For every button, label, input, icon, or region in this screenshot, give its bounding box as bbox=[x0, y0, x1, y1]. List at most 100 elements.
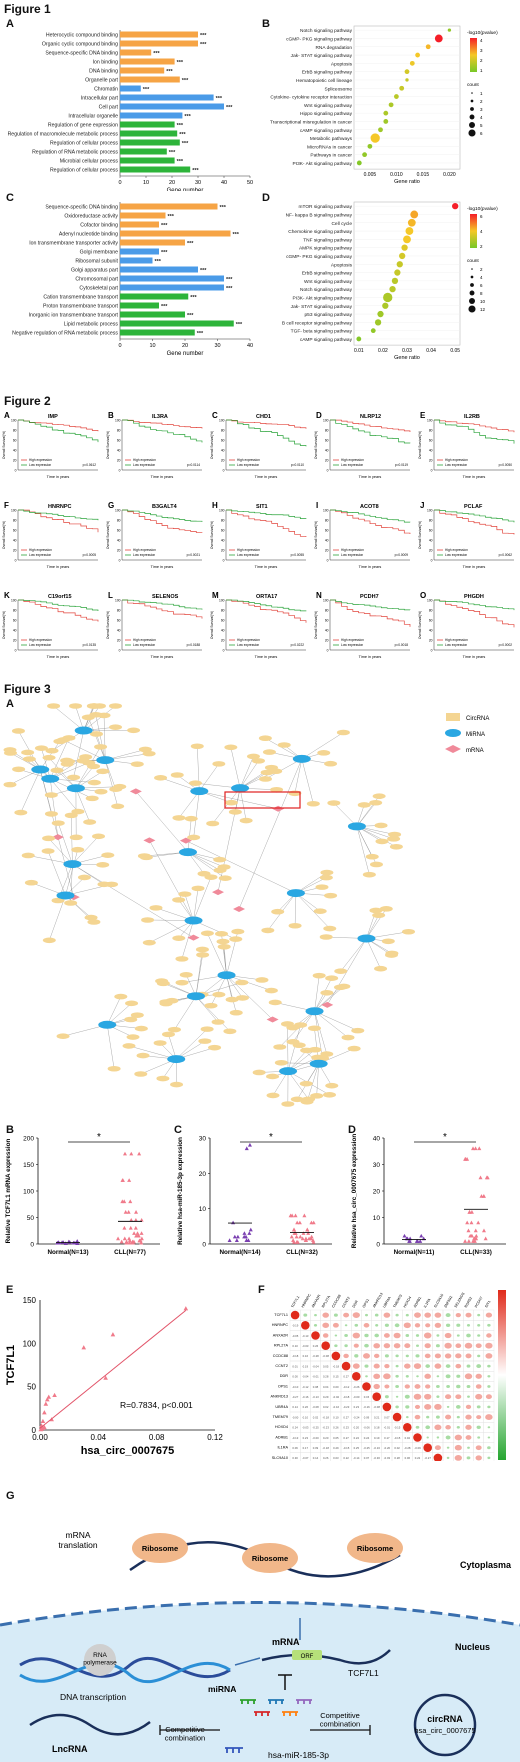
x-axis-label: Time in years bbox=[463, 475, 486, 479]
circrna-node bbox=[324, 760, 338, 767]
network-edge bbox=[107, 1003, 132, 1025]
survival-curve bbox=[18, 599, 99, 622]
significance-stars: *** bbox=[161, 223, 168, 229]
y-tick-label: 0 bbox=[202, 1242, 206, 1249]
correlation-value: 0.09 bbox=[364, 1415, 370, 1419]
correlation-dot bbox=[395, 1384, 399, 1389]
y-axis-label: Relative hsa-miR-185-3p expression bbox=[177, 1137, 184, 1245]
label-competitive-1: combination bbox=[165, 1734, 205, 1743]
y-tick-label: 20 bbox=[221, 549, 225, 553]
correlation-value: 0.24 bbox=[292, 1426, 298, 1430]
circrna-node bbox=[96, 768, 110, 775]
correlation-value: -0.10 bbox=[292, 1385, 299, 1389]
enrichment-dot bbox=[391, 277, 399, 284]
significance-stars: *** bbox=[182, 78, 189, 84]
correlation-dot bbox=[354, 1323, 359, 1327]
correlation-dot bbox=[365, 1375, 368, 1378]
correlation-dot bbox=[475, 1384, 482, 1389]
correlation-dot bbox=[487, 1456, 491, 1460]
inhibition-arrow-lncrna bbox=[159, 1725, 220, 1735]
survival-curve bbox=[122, 419, 203, 443]
y-tick-label: 100 bbox=[23, 1339, 37, 1348]
correlation-dot bbox=[413, 1393, 422, 1400]
network-edge bbox=[272, 1071, 289, 1096]
correlation-dot bbox=[424, 1404, 432, 1410]
y-axis-label: Overall Survival(%) bbox=[314, 521, 318, 549]
enrichment-dot bbox=[370, 133, 380, 143]
fig1-panel-d-dot-plot: mTOR signaling pathway NF- kappa B signal… bbox=[282, 201, 498, 361]
correlation-dot bbox=[426, 1415, 430, 1419]
tick-label: 0.005 bbox=[364, 172, 377, 178]
cll-point bbox=[466, 1228, 471, 1233]
correlation-dot bbox=[405, 1405, 410, 1409]
network-edge bbox=[195, 996, 231, 1032]
correlation-dot bbox=[475, 1455, 482, 1461]
circrna-node bbox=[223, 1028, 237, 1035]
correlation-dot bbox=[487, 1385, 491, 1388]
x-tick-label: 0.08 bbox=[149, 1433, 165, 1442]
y-tick-label: 0 bbox=[15, 649, 17, 653]
y-tick-label: 100 bbox=[11, 509, 17, 513]
row-gene-label: TMEM79 bbox=[273, 1415, 288, 1419]
correlation-dot bbox=[445, 1323, 451, 1328]
circrna-node bbox=[204, 1002, 218, 1009]
pathway-label: B cell receptor signaling pathway bbox=[282, 320, 353, 326]
cll-point bbox=[120, 1178, 125, 1182]
significance-stars: *** bbox=[187, 241, 194, 247]
orf-box bbox=[292, 1650, 322, 1660]
fig3-panel-b-letter: B bbox=[6, 1124, 14, 1136]
circrna-node bbox=[87, 703, 101, 709]
km-panel-letter: K bbox=[4, 591, 10, 600]
bar bbox=[120, 49, 152, 56]
cll-point bbox=[132, 1231, 137, 1235]
network-edge bbox=[239, 788, 247, 821]
bar-label: Cation transmembrane transport bbox=[43, 295, 118, 301]
bar-label: Cofactor binding bbox=[80, 223, 118, 229]
bar-label: Organic cyclic compound binding bbox=[42, 42, 118, 48]
count-label: 5 bbox=[480, 123, 483, 128]
mrna-node bbox=[212, 889, 225, 896]
y-axis-label: Overall Survival(%) bbox=[314, 431, 318, 459]
fig1-panel-d-letter: D bbox=[262, 192, 270, 204]
bar bbox=[120, 248, 159, 255]
correlation-dot bbox=[435, 1415, 440, 1419]
color-tick: 6 bbox=[480, 214, 483, 219]
cll-point bbox=[303, 1236, 308, 1241]
correlation-value: 0.15 bbox=[333, 1375, 339, 1379]
survival-curve bbox=[18, 599, 99, 612]
network-edge bbox=[287, 1024, 301, 1072]
y-tick-label: 20 bbox=[117, 459, 121, 463]
y-axis-label: Overall Survival(%) bbox=[418, 431, 422, 459]
significance-stars: *** bbox=[220, 205, 227, 211]
enrichment-dot bbox=[425, 44, 431, 50]
row-gene-label: HOXD4 bbox=[275, 1425, 288, 1429]
count-label: 10 bbox=[480, 299, 486, 304]
color-tick: 2 bbox=[480, 244, 483, 249]
enrichment-dot bbox=[362, 152, 367, 158]
survival-curve bbox=[18, 419, 99, 443]
circrna-node bbox=[67, 774, 81, 781]
scatter-point bbox=[38, 1427, 44, 1432]
correlation-dot bbox=[436, 1334, 440, 1337]
fig1-panel-a-bar-chart: Heterocyclic compound binding *** Organic … bbox=[8, 30, 253, 191]
circrna-node bbox=[134, 1025, 148, 1032]
survival-curve bbox=[226, 599, 307, 612]
scatter-point bbox=[110, 1332, 116, 1337]
cll-point bbox=[127, 1238, 132, 1243]
correlation-dot bbox=[434, 1322, 442, 1328]
circrna-node bbox=[109, 724, 123, 730]
ribosome bbox=[347, 1533, 403, 1563]
correlation-value: 0.25 bbox=[354, 1446, 360, 1450]
correlation-dot bbox=[383, 1312, 391, 1318]
y-tick-label: 40 bbox=[117, 539, 121, 543]
circrna-node bbox=[125, 1000, 139, 1007]
correlation-value: -0.08 bbox=[323, 1354, 330, 1358]
bar bbox=[120, 85, 141, 92]
circrna-node bbox=[24, 879, 38, 886]
mirna-node bbox=[98, 1020, 117, 1029]
correlation-value: 0.23 bbox=[343, 1426, 349, 1430]
survival-curve bbox=[226, 599, 307, 623]
correlation-value: -0.25 bbox=[363, 1446, 370, 1450]
count-title: count bbox=[467, 82, 479, 88]
x-tick-label: 0.04 bbox=[91, 1433, 107, 1442]
